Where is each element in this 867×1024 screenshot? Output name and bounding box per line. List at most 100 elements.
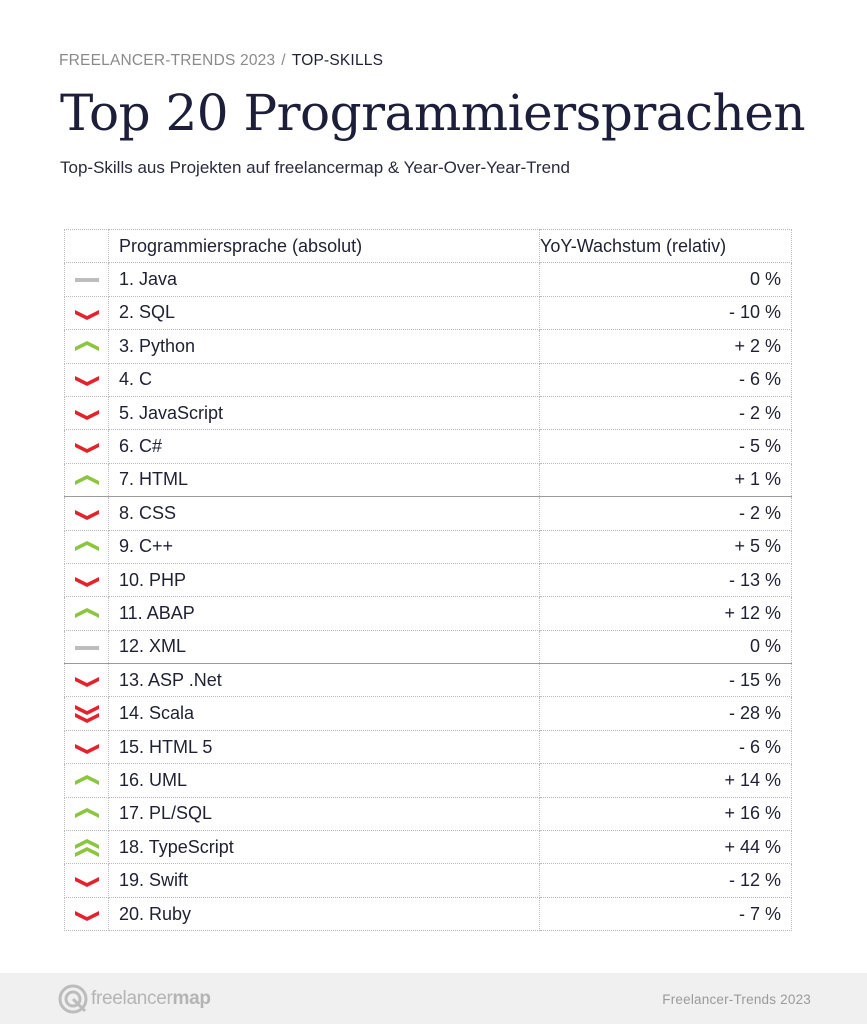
- language-cell: 2. SQL: [108, 295, 540, 331]
- trend-cell: [64, 663, 109, 698]
- trend-down-icon: [74, 443, 99, 454]
- table-row: 18. TypeScript + 44 %: [64, 830, 792, 865]
- language-cell: 18. TypeScript: [108, 830, 540, 865]
- page-subtitle: Top-Skills aus Projekten auf freelancerm…: [60, 158, 570, 177]
- yoy-cell: + 2 %: [539, 329, 792, 364]
- yoy-cell: + 44 %: [539, 830, 792, 865]
- language-cell: 19. Swift: [108, 863, 540, 898]
- yoy-cell: - 12 %: [539, 863, 792, 898]
- ranking-table: Programmiersprache (absolut) YoY-Wachstu…: [64, 228, 792, 932]
- table-row: 10. PHP - 13 %: [64, 562, 792, 598]
- trend-cell: [64, 763, 109, 798]
- language-column-header: Programmiersprache (absolut): [108, 228, 540, 264]
- language-cell: 6. C#: [108, 429, 540, 464]
- table-row: 13. ASP .Net - 15 %: [64, 663, 792, 698]
- trend-cell: [64, 429, 109, 464]
- language-cell: 13. ASP .Net: [108, 663, 540, 698]
- yoy-cell: 0 %: [539, 629, 792, 665]
- trend-cell: [64, 830, 109, 865]
- trend-cell: [64, 896, 109, 932]
- yoy-column-header: YoY-Wachstum (relativ): [539, 228, 792, 264]
- freelancermap-logo[interactable]: freelancermap: [58, 984, 211, 1014]
- yoy-cell: + 12 %: [539, 596, 792, 631]
- yoy-cell: 0 %: [539, 262, 792, 297]
- trend-down-icon: [74, 910, 99, 921]
- trend-cell: [64, 262, 109, 297]
- language-cell: 4. C: [108, 362, 540, 397]
- trend-up-icon: [74, 340, 99, 351]
- trend-down-icon: [74, 509, 99, 520]
- logo-text-bold: map: [172, 988, 211, 1009]
- yoy-cell: - 2 %: [539, 395, 792, 431]
- table-row: 20. Ruby - 7 %: [64, 896, 792, 932]
- neutral-dash-icon: [74, 645, 99, 650]
- breadcrumb: FREELANCER-TRENDS 2023 / TOP-SKILLS: [59, 52, 383, 70]
- table-row: 16. UML + 14 %: [64, 763, 792, 798]
- language-cell: 14. Scala: [108, 696, 540, 731]
- trend-up-icon: [74, 608, 99, 619]
- trend-cell: [64, 362, 109, 397]
- trend-cell: [64, 329, 109, 364]
- language-cell: 5. JavaScript: [108, 395, 540, 431]
- trend-cell: [64, 696, 109, 731]
- logo-wordmark: freelancermap: [91, 988, 211, 1010]
- trend-down-icon: [74, 309, 99, 320]
- freelancermap-logo-icon: [58, 984, 88, 1014]
- table-row: 2. SQL - 10 %: [64, 295, 792, 331]
- language-cell: 3. Python: [108, 329, 540, 364]
- table-row: 8. CSS - 2 %: [64, 496, 792, 531]
- trend-down-icon: [74, 376, 99, 387]
- trend-down-icon: [74, 409, 99, 420]
- breadcrumb-current: TOP-SKILLS: [291, 52, 384, 69]
- neutral-dash-icon: [74, 278, 99, 283]
- language-cell: 8. CSS: [108, 496, 540, 531]
- breadcrumb-separator: /: [281, 52, 286, 69]
- language-cell: 17. PL/SQL: [108, 796, 540, 832]
- trend-cell: [64, 729, 109, 765]
- trend-cell: [64, 596, 109, 631]
- language-cell: 9. C++: [108, 529, 540, 564]
- yoy-cell: - 5 %: [539, 429, 792, 464]
- trend-cell: [64, 863, 109, 898]
- trend-cell: [64, 529, 109, 564]
- trend-cell: [64, 796, 109, 832]
- table-row: 5. JavaScript - 2 %: [64, 395, 792, 431]
- table-row: 19. Swift - 12 %: [64, 863, 792, 898]
- yoy-cell: - 28 %: [539, 696, 792, 731]
- table-row: 17. PL/SQL + 16 %: [64, 796, 792, 832]
- language-cell: 16. UML: [108, 763, 540, 798]
- trend-cell: [64, 295, 109, 331]
- trend-cell: [64, 562, 109, 598]
- table-row: 6. C# - 5 %: [64, 429, 792, 464]
- table-row: 3. Python + 2 %: [64, 329, 792, 364]
- ranking-rows: 1. Java 0 % 2. SQL - 10 % 3. Python + 2 % 4. C…: [64, 262, 792, 932]
- table-header-row: Programmiersprache (absolut) YoY-Wachstu…: [64, 228, 792, 264]
- trend-strong-down-icon: [74, 705, 99, 724]
- table-row: 15. HTML 5- 6 %: [64, 729, 792, 765]
- trend-cell: [64, 629, 109, 665]
- trend-up-icon: [74, 474, 99, 485]
- table-row: 11. ABAP + 12 %: [64, 596, 792, 631]
- table-row: 7. HTML + 1 %: [64, 462, 792, 498]
- footer: freelancermap Freelancer-Trends 2023: [0, 973, 867, 1024]
- table-row: 4. C- 6 %: [64, 362, 792, 397]
- table-row: 1. Java 0 %: [64, 262, 792, 297]
- language-cell: 7. HTML: [108, 462, 540, 498]
- yoy-cell: - 6 %: [539, 362, 792, 397]
- language-cell: 20. Ruby: [108, 896, 540, 932]
- table-row: 14. Scala - 28 %: [64, 696, 792, 731]
- trend-cell: [64, 462, 109, 498]
- trend-down-icon: [74, 743, 99, 754]
- footer-caption: Freelancer-Trends 2023: [662, 992, 811, 1007]
- trend-column-header: [64, 228, 109, 264]
- breadcrumb-section[interactable]: FREELANCER-TRENDS 2023: [59, 52, 276, 69]
- yoy-cell: - 7 %: [539, 896, 792, 932]
- trend-down-icon: [74, 877, 99, 888]
- yoy-cell: - 2 %: [539, 496, 792, 531]
- language-cell: 10. PHP: [108, 562, 540, 598]
- yoy-cell: + 14 %: [539, 763, 792, 798]
- page-title: Top 20 Programmiersprachen: [60, 84, 806, 142]
- logo-text-regular: freelancer: [91, 988, 173, 1009]
- yoy-cell: + 5 %: [539, 529, 792, 564]
- trend-down-icon: [74, 576, 99, 587]
